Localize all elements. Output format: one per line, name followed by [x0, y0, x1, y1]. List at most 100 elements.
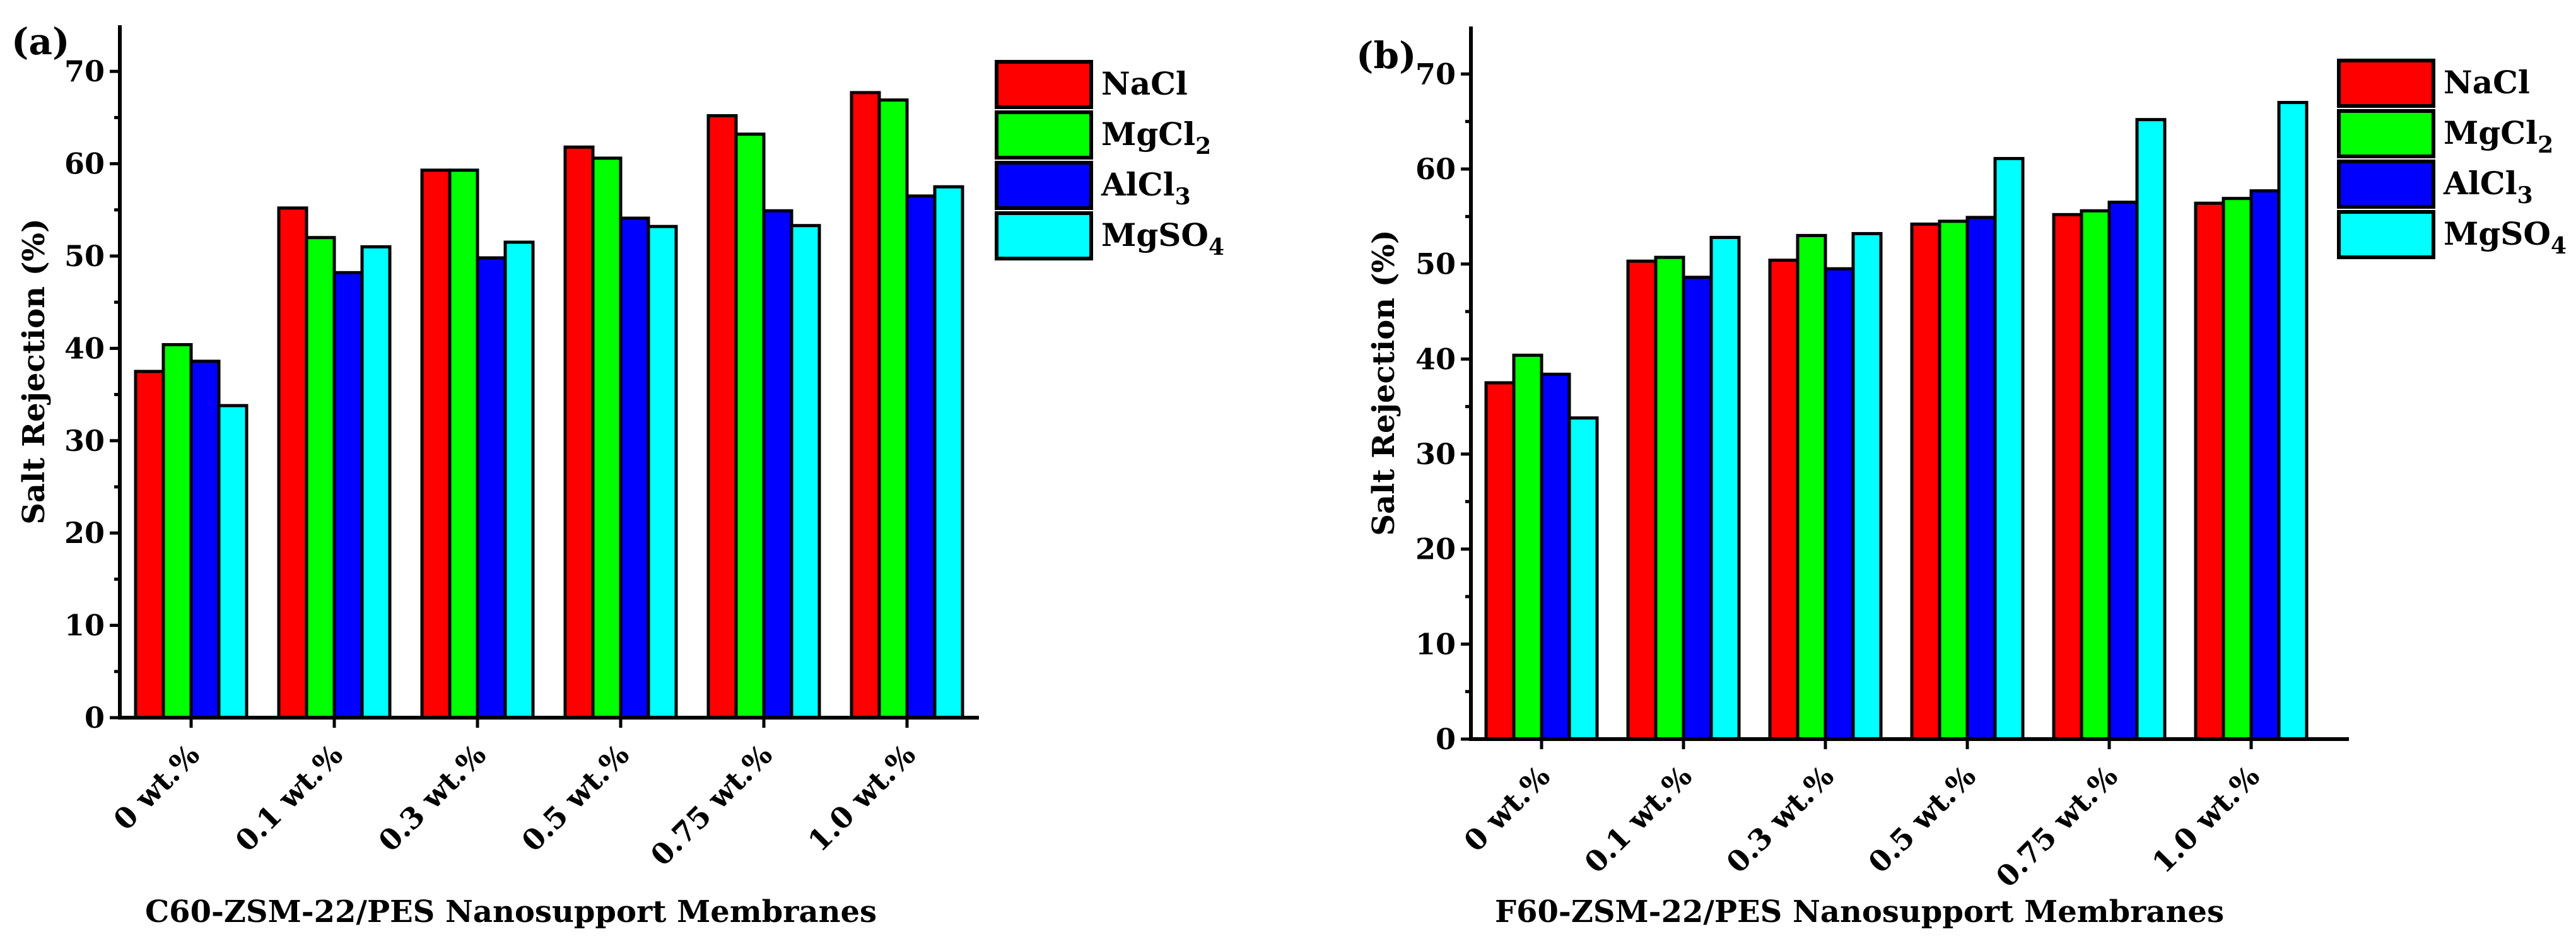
- bar-mgcl2-3: [1938, 219, 1969, 741]
- x-tick-label: 0.1 wt.%: [1578, 759, 1698, 880]
- legend-swatch-mgso4: [995, 211, 1093, 260]
- x-tick-label: 0 wt.%: [1457, 759, 1556, 858]
- y-tick-label: 50: [1415, 247, 1456, 281]
- y-tick-label: 70: [64, 54, 105, 88]
- legend-label-mgcl2: MgCl2: [2444, 114, 2553, 158]
- bar-alcl3-2: [476, 256, 507, 720]
- bar-alcl3-3: [1965, 216, 1997, 741]
- bar-nacl-0: [134, 370, 165, 720]
- legend-subscript: 2: [2538, 132, 2553, 158]
- bar-mgcl2-4: [2080, 209, 2111, 741]
- y-tick-label: 20: [1415, 532, 1456, 566]
- bar-mgcl2-1: [1654, 255, 1685, 741]
- y-axis-title: Salt Rejection (%): [16, 218, 52, 525]
- x-tick-label: 0.75 wt.%: [644, 738, 779, 873]
- y-tick-label: 30: [1415, 437, 1456, 471]
- bar-nacl-4: [2052, 213, 2083, 741]
- x-tick-label: 0.5 wt.%: [1861, 759, 1982, 880]
- y-tick-label: 10: [1415, 627, 1456, 661]
- bar-nacl-5: [850, 91, 881, 720]
- bar-mgcl2-2: [448, 168, 479, 720]
- bar-mgso4-5: [2277, 101, 2309, 741]
- bar-alcl3-5: [2249, 189, 2281, 741]
- bar-mgso4-4: [790, 224, 821, 720]
- bar-mgso4-5: [933, 185, 964, 720]
- bar-mgso4-0: [217, 404, 249, 720]
- x-axis-title: F60-ZSM-22/PES Nanosupport Membranes: [1495, 894, 2224, 930]
- panel-label: (b): [1356, 34, 1416, 77]
- bar-mgso4-2: [503, 240, 535, 720]
- bar-mgso4-1: [1709, 235, 1741, 741]
- y-tick-label: 40: [64, 331, 105, 365]
- bar-mgso4-3: [647, 225, 678, 720]
- bar-nacl-1: [277, 206, 308, 720]
- bar-nacl-4: [706, 114, 738, 720]
- bar-alcl3-2: [1824, 267, 1855, 741]
- legend-swatch-alcl3: [995, 161, 1093, 210]
- bar-alcl3-3: [619, 216, 650, 720]
- legend-label-nacl: NaCl: [1101, 65, 1188, 102]
- bar-nacl-2: [420, 168, 452, 720]
- legend-name: MgCl: [1101, 115, 1195, 153]
- y-tick-label: 10: [64, 609, 105, 643]
- bar-mgso4-1: [360, 245, 392, 720]
- x-tick-label: 1.0 wt.%: [2145, 759, 2266, 880]
- bar-nacl-1: [1626, 259, 1658, 741]
- x-tick-label: 0.75 wt.%: [1989, 759, 2124, 894]
- bar-alcl3-1: [1682, 276, 1713, 741]
- y-tick-label: 40: [1415, 342, 1456, 376]
- y-tick-label: 70: [1415, 57, 1456, 91]
- bar-mgcl2-5: [2222, 197, 2253, 741]
- legend-name: AlCl: [1101, 166, 1175, 203]
- legend-swatch-nacl: [995, 60, 1093, 109]
- legend-swatch-mgcl2: [995, 110, 1093, 160]
- bar-alcl3-1: [332, 271, 364, 720]
- y-tick-label: 60: [64, 147, 105, 181]
- bar-mgcl2-2: [1796, 233, 1827, 741]
- bar-mgcl2-5: [877, 98, 909, 720]
- legend-swatch-mgso4: [2337, 210, 2435, 259]
- bar-mgcl2-1: [305, 236, 336, 720]
- y-axis-title: Salt Rejection (%): [1366, 230, 1402, 536]
- bar-nacl-0: [1484, 381, 1516, 741]
- legend-label-mgso4: MgSO4: [1101, 216, 1224, 260]
- chart-panel-a: (a) 0 10 20 30 40 50 60 70 0 wt.% 0.1 wt.% 0.3 wt.%…: [11, 20, 1224, 930]
- legend-label-alcl3: AlCl3: [2443, 165, 2533, 209]
- legend-subscript: 4: [2551, 233, 2567, 259]
- legend-swatch-mgcl2: [2337, 109, 2435, 158]
- bar-mgcl2-3: [591, 156, 623, 720]
- bar-alcl3-4: [762, 209, 793, 720]
- bar-mgcl2-0: [161, 343, 193, 720]
- x-axis-title: C60-ZSM-22/PES Nanosupport Membranes: [145, 894, 877, 930]
- chart-panel-b: (b) 0 10 20 30 40 50 60 70 0 wt.% 0.1 wt.% 0.3 wt.%…: [1356, 26, 2567, 930]
- bar-mgcl2-4: [734, 132, 766, 720]
- y-tick-label: 20: [64, 516, 105, 550]
- legend-swatch-alcl3: [2337, 160, 2435, 209]
- legend-swatch-nacl: [2337, 59, 2435, 108]
- bar-mgso4-3: [1993, 156, 2025, 741]
- bar-mgcl2-0: [1512, 353, 1543, 741]
- bar-mgso4-2: [1851, 231, 1883, 741]
- bar-mgso4-0: [1567, 416, 1599, 741]
- legend-name: MgCl: [2444, 114, 2538, 151]
- bar-alcl3-0: [189, 359, 221, 720]
- x-tick-label: 0.5 wt.%: [515, 738, 635, 858]
- y-tick-label: 50: [64, 239, 105, 273]
- x-tick-label: 0.3 wt.%: [1719, 759, 1840, 880]
- bar-nacl-3: [1910, 222, 1941, 741]
- legend-subscript: 3: [1175, 184, 1191, 210]
- bar-alcl3-4: [2107, 201, 2139, 741]
- legend-name: NaCl: [2444, 64, 2530, 101]
- bar-alcl3-5: [905, 194, 937, 720]
- bar-alcl3-0: [1540, 372, 1571, 741]
- bar-nacl-3: [563, 145, 595, 720]
- legend-label-mgso4: MgSO4: [2444, 215, 2567, 259]
- legend-name: NaCl: [1101, 65, 1188, 102]
- y-tick-label: 0: [1436, 722, 1456, 756]
- legend-name: MgSO: [2444, 215, 2551, 252]
- bar-nacl-2: [1768, 259, 1800, 741]
- y-tick-label: 60: [1415, 152, 1456, 186]
- legend-subscript: 4: [1209, 234, 1224, 260]
